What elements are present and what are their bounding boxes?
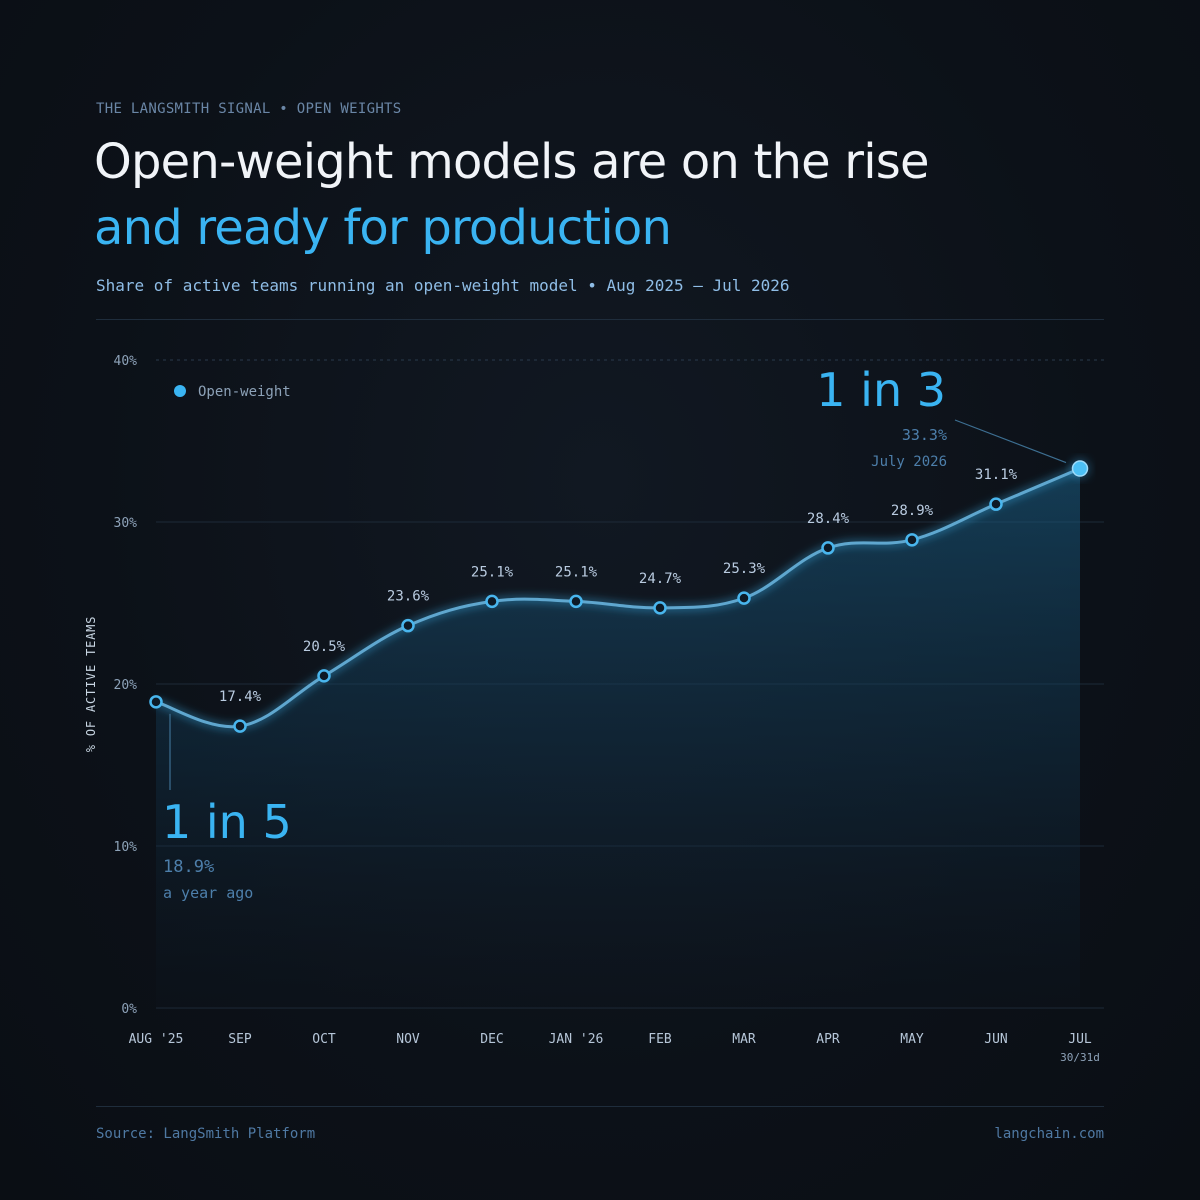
x-tick-label: OCT <box>312 1032 336 1047</box>
legend: Open-weight <box>174 384 291 400</box>
x-tick-label: FEB <box>648 1032 672 1047</box>
axis-layer: AUG '25 SEP OCT NOV DEC JAN '26 FEB MAR APR MAY JU… <box>129 1032 1100 1064</box>
y-tick-label: 40% <box>114 354 138 369</box>
data-label: 25.1% <box>471 564 514 580</box>
annotation-note: July 2026 <box>871 454 947 470</box>
data-label: 23.6% <box>387 589 430 605</box>
page-title-highlight: and ready for production <box>94 200 672 256</box>
x-tick-label: DEC <box>480 1032 503 1047</box>
y-tick-label: 0% <box>121 1002 137 1017</box>
kicker: THE LANGSMITH SIGNAL • OPEN WEIGHTS <box>96 101 402 117</box>
x-tick-note: 30/31d <box>1060 1051 1100 1064</box>
data-point <box>821 541 835 555</box>
data-label: 28.9% <box>891 503 934 519</box>
annotation-value: 33.3% <box>902 426 947 444</box>
x-tick-label: SEP <box>228 1032 252 1047</box>
annotation-leader <box>954 419 1067 464</box>
y-tick-label: 10% <box>114 840 138 855</box>
area-layer <box>156 468 1080 1008</box>
divider-top <box>96 319 1104 320</box>
page-title: Open-weight models are on the rise <box>94 134 930 190</box>
x-tick-label: APR <box>816 1032 840 1047</box>
data-label: 24.7% <box>639 571 682 587</box>
data-point <box>905 533 919 547</box>
data-point <box>401 618 415 633</box>
x-tick-label: NOV <box>396 1032 420 1047</box>
x-tick-label: AUG '25 <box>129 1032 184 1047</box>
data-label: 28.4% <box>807 511 850 527</box>
annotation-headline: 1 in 5 <box>162 795 292 849</box>
annotation-value: 18.9% <box>163 857 214 877</box>
data-point <box>737 591 751 605</box>
chart-subtitle: Share of active teams running an open-we… <box>96 276 790 295</box>
legend-swatch <box>174 385 186 397</box>
data-label: 25.3% <box>723 561 766 577</box>
source-note: Source: LangSmith Platform <box>96 1126 316 1142</box>
x-tick-label: JAN '26 <box>549 1032 604 1047</box>
y-tick-label: 30% <box>114 516 138 531</box>
x-tick-label: MAR <box>732 1032 756 1047</box>
y-tick-label: 20% <box>114 678 138 693</box>
x-tick-label: JUN <box>984 1032 1007 1047</box>
annotation-note: a year ago <box>163 884 253 902</box>
data-point <box>233 719 247 733</box>
data-point <box>989 497 1003 511</box>
data-point <box>317 669 331 683</box>
data-point <box>569 594 583 609</box>
series-area <box>156 468 1080 1008</box>
legend-label: Open-weight <box>198 384 291 400</box>
data-point <box>149 695 163 709</box>
x-tick-label: JUL <box>1068 1032 1092 1047</box>
data-point <box>653 601 667 615</box>
data-label: 31.1% <box>975 467 1018 483</box>
annotation-headline: 1 in 3 <box>816 363 946 417</box>
data-point <box>485 594 499 609</box>
highlight-point <box>1071 460 1089 477</box>
y-axis-title: % OF ACTIVE TEAMS <box>84 616 98 752</box>
annotation-layer: 1 in 5 18.9% a year ago 1 in 3 33.3% July 202… <box>162 363 1067 902</box>
points-layer: 17.4% 20.5% 23.6% 25.1% 25.1% 24.7% 25.3% 28.4%… <box>149 457 1091 733</box>
data-label: 25.1% <box>555 564 598 580</box>
data-label: 17.4% <box>219 689 262 705</box>
site-link[interactable]: langchain.com <box>994 1126 1104 1142</box>
divider-bottom <box>96 1106 1104 1107</box>
data-label: 20.5% <box>303 639 346 655</box>
x-tick-label: MAY <box>900 1032 924 1047</box>
